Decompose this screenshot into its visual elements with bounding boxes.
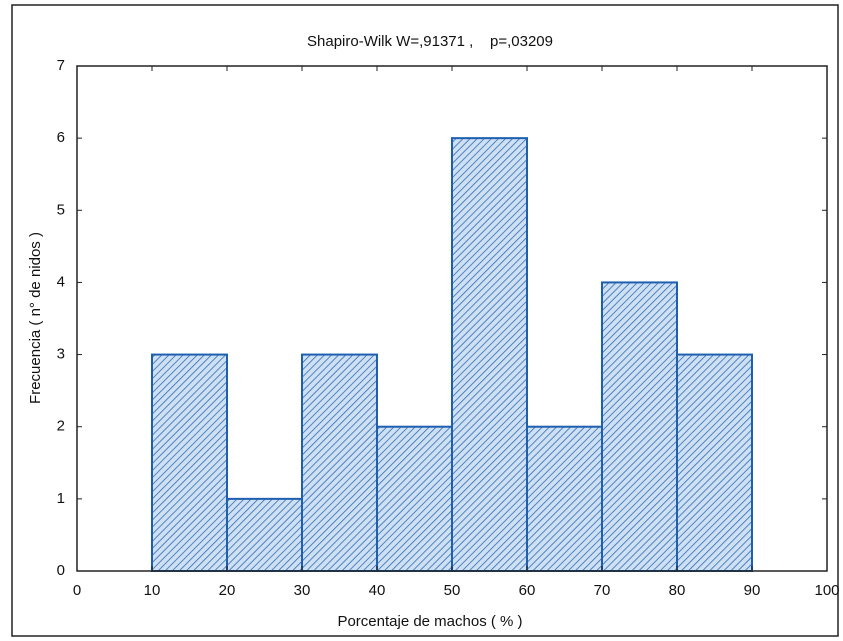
bar	[451, 137, 528, 572]
x-tick-label: 70	[594, 582, 611, 599]
x-axis-label: Porcentaje de machos ( % )	[337, 613, 522, 630]
bar	[676, 353, 753, 573]
x-tick-label: 90	[744, 582, 761, 599]
x-tick-label: 40	[369, 582, 386, 599]
y-tick-label: 3	[57, 346, 65, 363]
x-tick-label: 10	[144, 582, 161, 599]
x-tick-label: 100	[814, 582, 839, 599]
x-tick-label: 80	[669, 582, 686, 599]
bar	[601, 281, 678, 572]
y-tick-label: 6	[57, 129, 65, 146]
frame	[11, 4, 839, 637]
x-tick-label: 30	[294, 582, 311, 599]
y-tick-label: 5	[57, 201, 65, 218]
x-tick-label: 60	[519, 582, 536, 599]
y-tick-label: 1	[57, 490, 65, 507]
y-tick-label: 4	[57, 273, 65, 290]
chart-title: Shapiro-Wilk W=,91371 , p=,03209	[307, 33, 553, 50]
x-tick-label: 50	[444, 582, 461, 599]
bar	[376, 425, 453, 573]
y-tick-label: 0	[57, 562, 65, 579]
x-tick-label: 0	[73, 582, 81, 599]
bar	[226, 497, 303, 573]
y-axis-label: Frecuencia ( n° de nidos )	[27, 232, 44, 404]
y-tick-label: 2	[57, 418, 65, 435]
bar	[151, 353, 228, 573]
bar	[526, 425, 603, 573]
y-tick-label: 7	[57, 57, 65, 74]
x-tick-label: 20	[219, 582, 236, 599]
bar	[301, 353, 378, 573]
